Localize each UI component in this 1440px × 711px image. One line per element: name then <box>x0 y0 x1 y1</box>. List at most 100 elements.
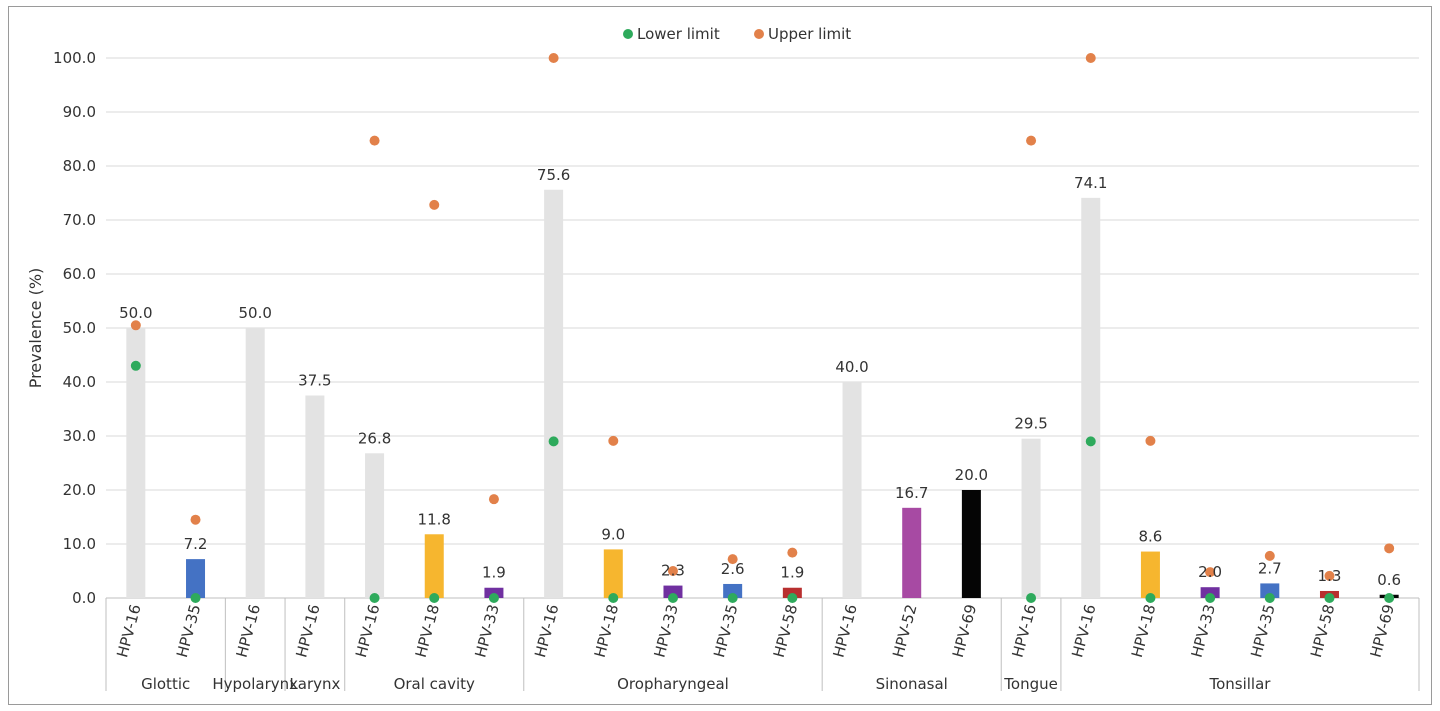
upper-limit-point <box>1026 135 1037 146</box>
upper-limit-point <box>1324 570 1335 581</box>
legend-upper-limit-label: Upper limit <box>768 25 851 43</box>
category-label: HPV-16 <box>1009 602 1040 659</box>
data-label: 50.0 <box>119 304 152 322</box>
data-label: 1.3 <box>1318 567 1342 585</box>
bar <box>365 453 385 598</box>
category-label: HPV-16 <box>352 602 383 659</box>
bar <box>245 328 265 598</box>
data-label: 40.0 <box>835 358 868 376</box>
group-label: Larynx <box>289 675 340 693</box>
group-label: Oral cavity <box>394 675 475 693</box>
upper-limit-point <box>1264 550 1275 561</box>
data-label: 1.9 <box>482 564 506 582</box>
legend-lower-limit-label: Lower limit <box>637 25 720 43</box>
category-label: HPV-16 <box>233 602 264 659</box>
y-tick-label: 20.0 <box>63 481 96 499</box>
lower-limit-point <box>429 593 440 603</box>
category-label: HPV-18 <box>591 602 622 659</box>
category-label: HPV-69 <box>949 602 980 659</box>
bar <box>186 559 206 598</box>
data-label: 74.1 <box>1074 174 1107 192</box>
group-label: Tongue <box>1003 675 1058 693</box>
bar <box>902 507 922 598</box>
upper-limit-point <box>667 566 678 576</box>
bar <box>544 189 564 598</box>
data-label: 11.8 <box>418 510 451 528</box>
upper-limit-point <box>787 547 798 558</box>
data-label: 16.7 <box>895 484 928 502</box>
upper-limit-point <box>1205 567 1216 578</box>
group-label: Sinonasal <box>876 675 948 693</box>
data-label: 20.0 <box>955 466 988 484</box>
lower-limit-point <box>488 593 499 603</box>
lower-limit-point <box>369 593 380 603</box>
bar <box>424 534 444 598</box>
upper-limit-point <box>429 199 440 210</box>
y-tick-label: 60.0 <box>63 265 96 283</box>
y-tick-label: 0.0 <box>72 589 96 607</box>
bar <box>1260 583 1280 598</box>
lower-limit-point <box>548 436 559 447</box>
upper-limit-point <box>488 494 499 505</box>
lower-limit-point <box>1384 593 1395 603</box>
upper-limit-point <box>1085 53 1096 63</box>
category-label: HPV-16 <box>531 602 562 659</box>
group-label: Glottic <box>141 675 190 693</box>
upper-limit-point <box>727 554 738 565</box>
category-label: HPV-35 <box>1247 602 1278 659</box>
y-tick-label: 70.0 <box>63 211 96 229</box>
bar <box>723 583 743 598</box>
y-tick-label: 50.0 <box>63 319 96 337</box>
y-tick-label: 100.0 <box>53 49 96 67</box>
data-label: 50.0 <box>239 304 272 322</box>
category-label: HPV-52 <box>889 602 920 659</box>
data-label: 9.0 <box>601 525 625 543</box>
data-label: 7.2 <box>184 535 208 553</box>
bar <box>1081 197 1101 599</box>
prevalence-chart: 50.0 HPV-16 7.2 HPV-35 50.0 HPV-16 37.5 HPV-16 2… <box>26 25 1420 693</box>
bar <box>126 328 146 598</box>
category-label: HPV-58 <box>1307 602 1338 659</box>
lower-limit-point <box>1324 593 1335 603</box>
bar <box>961 490 981 598</box>
bar <box>305 395 325 598</box>
category-label: HPV-33 <box>471 602 502 659</box>
data-label: 2.7 <box>1258 559 1282 577</box>
data-label: 0.6 <box>1377 571 1401 589</box>
lower-limit-point <box>1205 593 1216 603</box>
y-tick-label: 30.0 <box>63 427 96 445</box>
lower-limit-point <box>787 593 798 603</box>
category-label: HPV-18 <box>412 602 443 659</box>
data-label: 2.6 <box>721 560 745 578</box>
lower-limit-point <box>190 593 201 603</box>
upper-limit-point <box>1145 435 1156 446</box>
bar <box>603 549 623 598</box>
lower-limit-point <box>727 593 738 603</box>
upper-limit-point <box>369 135 380 146</box>
lower-limit-point <box>1264 593 1275 603</box>
legend-upper-limit-marker <box>754 29 764 39</box>
bar <box>842 382 862 598</box>
category-label: HPV-35 <box>173 602 204 659</box>
y-tick-label: 90.0 <box>63 103 96 121</box>
upper-limit-point <box>190 514 201 525</box>
lower-limit-point <box>608 593 619 603</box>
lower-limit-point <box>667 593 678 603</box>
legend-lower-limit-marker <box>623 29 633 39</box>
chart-frame: 50.0 HPV-16 7.2 HPV-35 50.0 HPV-16 37.5 HPV-16 2… <box>8 6 1432 705</box>
bar <box>1140 551 1160 598</box>
data-label: 8.6 <box>1139 528 1163 546</box>
y-axis-title: Prevalence (%) <box>26 268 45 389</box>
y-tick-label: 80.0 <box>63 157 96 175</box>
category-label: HPV-18 <box>1128 602 1159 659</box>
lower-limit-point <box>1026 593 1037 603</box>
bar <box>782 587 802 598</box>
group-label: Tonsillar <box>1208 675 1271 693</box>
upper-limit-point <box>548 53 559 63</box>
data-label: 29.5 <box>1014 415 1047 433</box>
category-label: HPV-58 <box>770 602 801 659</box>
category-label: HPV-33 <box>650 602 681 659</box>
category-label: HPV-33 <box>1188 602 1219 659</box>
bar <box>663 585 683 598</box>
category-label: HPV-16 <box>113 602 144 659</box>
